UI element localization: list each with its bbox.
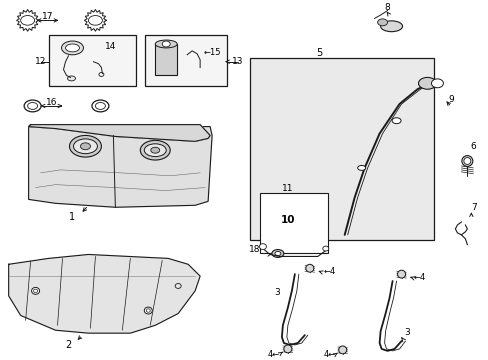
Ellipse shape — [67, 76, 75, 81]
Ellipse shape — [397, 270, 405, 278]
Text: 7: 7 — [470, 203, 476, 212]
Ellipse shape — [140, 140, 170, 160]
Bar — [155, 44, 177, 76]
Ellipse shape — [65, 44, 80, 52]
Polygon shape — [29, 125, 210, 141]
Ellipse shape — [69, 135, 101, 157]
Ellipse shape — [20, 15, 35, 25]
Polygon shape — [84, 10, 106, 31]
Ellipse shape — [463, 158, 470, 165]
Text: 5: 5 — [316, 48, 322, 58]
Ellipse shape — [380, 21, 402, 32]
Ellipse shape — [61, 41, 83, 55]
Ellipse shape — [338, 346, 346, 354]
Polygon shape — [9, 255, 200, 333]
Text: 9: 9 — [447, 95, 453, 104]
Ellipse shape — [73, 139, 97, 154]
Ellipse shape — [284, 345, 291, 353]
Text: 4←: 4← — [267, 350, 280, 359]
Text: ←4: ←4 — [412, 273, 425, 282]
Ellipse shape — [461, 156, 472, 166]
Text: 18: 18 — [249, 245, 260, 254]
Text: 2: 2 — [65, 340, 71, 350]
Ellipse shape — [322, 246, 328, 251]
Text: 10: 10 — [280, 215, 295, 225]
Ellipse shape — [144, 144, 166, 157]
Bar — [145, 35, 226, 86]
Text: 8: 8 — [384, 3, 390, 12]
Polygon shape — [29, 127, 212, 207]
Text: 14: 14 — [104, 42, 116, 51]
Text: 4←: 4← — [323, 350, 335, 359]
Polygon shape — [29, 125, 210, 141]
Ellipse shape — [81, 143, 90, 150]
Ellipse shape — [274, 252, 280, 256]
Text: 3: 3 — [273, 288, 279, 297]
Ellipse shape — [144, 307, 152, 314]
Bar — [48, 35, 136, 86]
Ellipse shape — [271, 249, 284, 257]
Bar — [260, 193, 327, 253]
Ellipse shape — [377, 19, 387, 26]
Ellipse shape — [391, 118, 400, 123]
Ellipse shape — [430, 79, 443, 88]
Text: 1: 1 — [69, 212, 76, 222]
Text: 13: 13 — [232, 57, 244, 66]
Text: 3: 3 — [404, 328, 409, 337]
Text: 17: 17 — [42, 12, 53, 21]
Text: 16: 16 — [46, 98, 57, 107]
Ellipse shape — [88, 15, 102, 25]
Text: 11: 11 — [282, 184, 293, 193]
Ellipse shape — [162, 41, 170, 47]
Bar — [249, 58, 433, 240]
Ellipse shape — [150, 147, 160, 153]
Ellipse shape — [357, 166, 365, 170]
Text: ←4: ←4 — [323, 267, 335, 276]
Text: 12: 12 — [35, 57, 46, 66]
Ellipse shape — [259, 244, 266, 249]
Polygon shape — [17, 10, 39, 31]
Ellipse shape — [32, 287, 40, 294]
Ellipse shape — [155, 40, 177, 48]
Text: ←15: ←15 — [203, 48, 221, 57]
Ellipse shape — [418, 77, 436, 89]
Ellipse shape — [305, 264, 313, 272]
Text: 6: 6 — [469, 142, 475, 151]
